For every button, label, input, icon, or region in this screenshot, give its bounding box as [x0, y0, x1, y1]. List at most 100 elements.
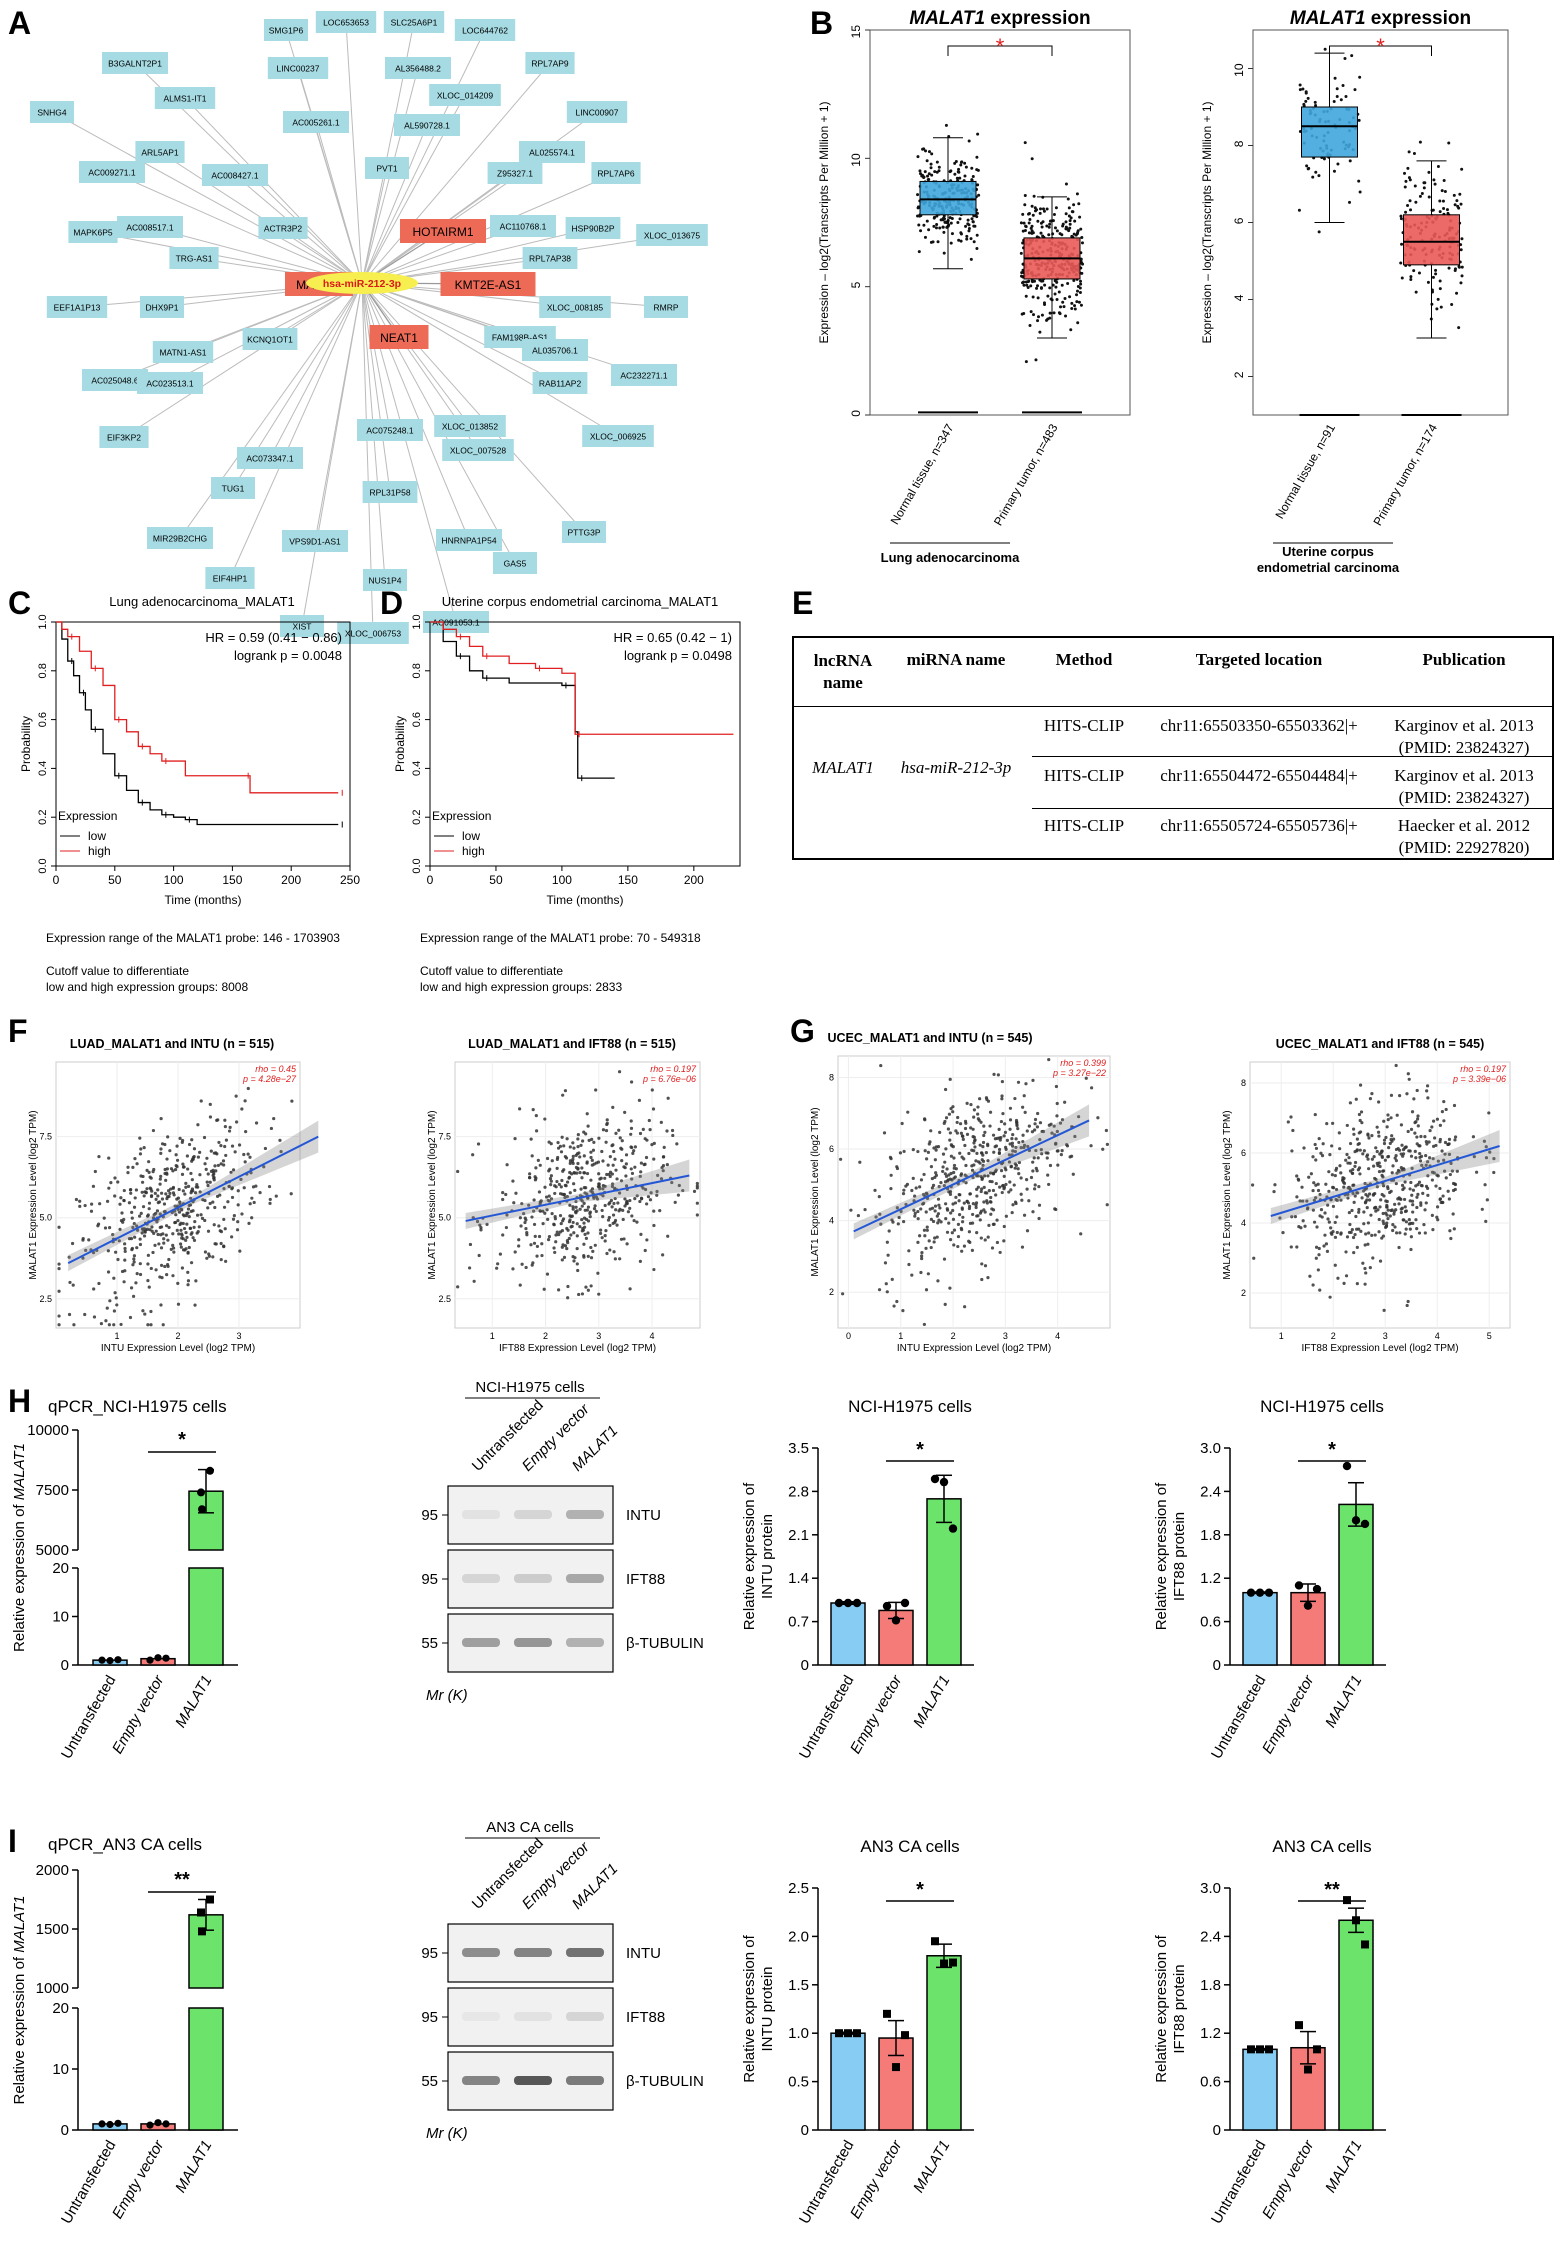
bar [188, 2007, 224, 2131]
data-point [226, 1200, 230, 1204]
data-point [1004, 1145, 1008, 1150]
probe-range: Expression range of the MALAT1 probe: 14… [46, 931, 340, 945]
data-point [1446, 1189, 1450, 1193]
data-point [1010, 1136, 1014, 1141]
data-point [140, 1190, 144, 1194]
data-point [139, 1211, 143, 1215]
data-point [948, 1286, 952, 1290]
data-point [617, 1070, 622, 1074]
x-tick-label: 150 [618, 873, 638, 887]
data-point [630, 1214, 634, 1218]
significance-star: * [1328, 1439, 1336, 1461]
network-node [644, 296, 688, 318]
data-point [578, 1171, 582, 1175]
data-point [976, 1105, 980, 1109]
network-hub-label: HOTAIRM1 [412, 225, 473, 239]
data-point [581, 1139, 585, 1143]
data-point [983, 1210, 987, 1214]
table-cell-location: chr11:65504472-65504484|+ [1160, 766, 1358, 785]
data-point [1278, 1216, 1282, 1220]
data-point [1265, 2045, 1273, 2054]
data-point [975, 1187, 979, 1191]
data-point [695, 1213, 699, 1217]
data-point [1359, 1110, 1364, 1114]
data-point [1354, 1097, 1358, 1101]
data-point [1365, 1198, 1369, 1202]
data-point [1449, 1161, 1453, 1165]
y-tick-label: 0.7 [788, 1614, 809, 1631]
data-point [206, 1229, 211, 1233]
data-point [929, 1129, 933, 1133]
data-point [206, 1895, 214, 1904]
data-point [532, 1198, 536, 1202]
data-point [1357, 118, 1361, 122]
survival-curves: Lung adenocarcinoma_MALAT10.00.20.40.60.… [19, 594, 741, 994]
data-point [1391, 1223, 1395, 1227]
data-point [589, 1245, 593, 1250]
boxplot-title: MALAT1 expression [1290, 8, 1471, 29]
data-point [1400, 1168, 1404, 1172]
data-point [1355, 1137, 1359, 1141]
data-point [944, 1174, 949, 1178]
data-point [1080, 235, 1084, 239]
data-point [1385, 1213, 1389, 1217]
data-point [1371, 1256, 1375, 1260]
data-point [1264, 1588, 1274, 1597]
data-point [518, 1216, 522, 1220]
y-tick-label: 0 [801, 1657, 809, 1674]
data-point [217, 1140, 221, 1145]
data-point [992, 1072, 996, 1076]
data-point [1073, 307, 1077, 311]
data-point [933, 1209, 937, 1213]
data-point [944, 1217, 948, 1221]
network-node-label: LINC00907 [575, 108, 618, 118]
data-point [925, 1157, 929, 1161]
data-point [1347, 1210, 1351, 1215]
data-point [1367, 1192, 1372, 1196]
data-point [578, 1225, 582, 1229]
data-point [504, 1225, 509, 1230]
data-point [895, 1206, 899, 1210]
x-tick-label: MALAT1 [910, 2138, 953, 2196]
data-point [1353, 1194, 1357, 1198]
data-point [504, 1192, 508, 1197]
data-point [640, 1197, 644, 1201]
data-point [1362, 1210, 1366, 1214]
data-point [1019, 1146, 1023, 1150]
data-point [1375, 1149, 1379, 1154]
data-point [1480, 1207, 1484, 1211]
data-point [1035, 286, 1039, 290]
data-point [1426, 1096, 1430, 1100]
network-node-label: NUS1P4 [368, 576, 401, 586]
data-point [1388, 1214, 1392, 1218]
data-point [135, 1272, 139, 1276]
data-point [171, 1246, 176, 1250]
x-tick-label: 1 [1279, 1331, 1284, 1341]
data-point [224, 1138, 229, 1142]
data-point [529, 1137, 533, 1141]
data-point [975, 155, 979, 159]
data-point [1358, 75, 1362, 79]
km-plot: Lung adenocarcinoma_MALAT10.00.20.40.60.… [19, 594, 360, 994]
data-point [959, 1173, 963, 1177]
data-point [695, 1186, 699, 1190]
network-node-label: MAPK6P5 [73, 228, 112, 238]
data-point [877, 1194, 881, 1199]
data-point [1045, 1156, 1049, 1160]
band-label: IFT88 [626, 1571, 665, 1588]
cutoff-text: Cutoff value to differentiate [46, 964, 189, 978]
network-node-label: GAS5 [504, 559, 527, 569]
y-tick-label: 0 [849, 410, 863, 417]
data-point [1064, 220, 1068, 224]
data-point [553, 1217, 557, 1221]
data-point [1289, 1245, 1293, 1249]
data-point [1453, 1182, 1457, 1186]
network-node-label: EIF4HP1 [213, 574, 248, 584]
data-point [575, 1222, 579, 1226]
data-point [208, 1180, 212, 1184]
data-point [1377, 1169, 1382, 1174]
data-point [566, 1296, 570, 1300]
data-point [927, 1239, 931, 1243]
data-point [947, 134, 951, 138]
